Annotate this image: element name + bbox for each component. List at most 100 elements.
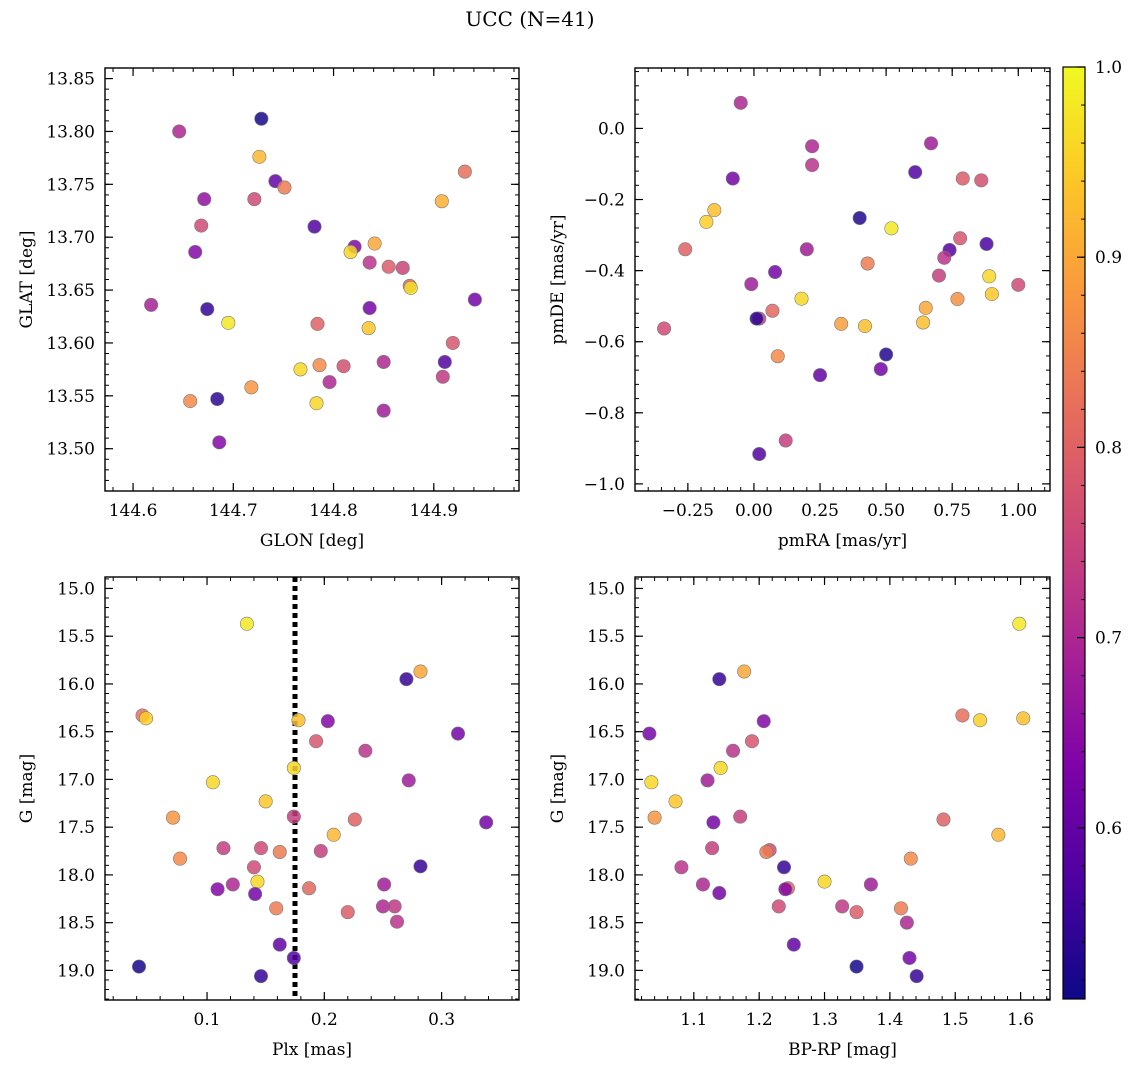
scatter-point: [269, 901, 284, 916]
scatter-point: [310, 316, 325, 331]
scatter-point: [712, 886, 727, 901]
colorbar-tick-label: 0.6: [1095, 819, 1122, 839]
scatter-point: [144, 297, 159, 312]
scatter-point: [834, 316, 849, 331]
scatter-point: [955, 171, 970, 186]
scatter-point: [955, 708, 970, 723]
scatter-point: [860, 256, 875, 271]
x-tick-label: 0.50: [867, 501, 905, 521]
scatter-point: [991, 827, 1006, 842]
scatter-point: [733, 809, 748, 824]
scatter-point: [194, 218, 209, 233]
scatter-point: [668, 794, 683, 809]
y-tick-label: 18.0: [57, 866, 95, 886]
scatter-point: [210, 391, 225, 406]
x-tick-label: 144.8: [309, 501, 358, 521]
scatter-points: [144, 111, 482, 450]
scatter-point: [309, 734, 324, 749]
scatter-point: [361, 321, 376, 336]
colorbar-tick-label: 1.0: [1095, 58, 1122, 78]
y-tick-label: 16.0: [57, 675, 95, 695]
scatter-point: [893, 901, 908, 916]
scatter-point: [221, 315, 236, 330]
y-tick-label: 13.50: [46, 440, 95, 460]
scatter-point: [139, 711, 154, 726]
scatter-point: [909, 969, 924, 984]
y-tick-label: 15.5: [587, 627, 625, 647]
scatter-point: [674, 860, 689, 875]
scatter-point: [200, 302, 215, 317]
y-tick-label: −1.0: [584, 475, 625, 495]
scatter-point: [291, 713, 306, 728]
scatter-point: [395, 260, 410, 275]
scatter-point: [908, 165, 923, 180]
scatter-point: [902, 950, 917, 965]
x-tick-label: 0.3: [428, 1010, 455, 1030]
colorbar-tick-label: 0.7: [1095, 629, 1122, 649]
scatter-point: [413, 664, 428, 679]
x-tick-label: 1.2: [746, 1010, 773, 1030]
x-tick-label: 144.9: [409, 501, 458, 521]
x-tick-label: 1.6: [1007, 1010, 1034, 1030]
x-axis-label: GLON [deg]: [260, 531, 364, 551]
y-tick-label: 13.70: [46, 228, 95, 248]
scatter-point: [313, 844, 328, 859]
scatter-point: [752, 447, 767, 462]
scatter-point: [770, 349, 785, 364]
scatter-point: [899, 915, 914, 930]
scatter-point: [272, 844, 287, 859]
scatter-point: [381, 259, 396, 274]
scatter-point: [707, 203, 722, 218]
colorbar-tick-label: 0.9: [1095, 248, 1122, 268]
panel-1: 144.6 144.7 144.8 144.9 13.50 13.55 13.60 13.65…: [17, 67, 520, 551]
scatter-point: [768, 265, 783, 280]
scatter-point: [712, 672, 727, 687]
scatter-point: [744, 277, 759, 292]
scatter-point: [733, 95, 748, 110]
scatter-point: [726, 743, 741, 758]
scatter-point: [857, 319, 872, 334]
scatter-point: [737, 664, 752, 679]
scatter-point: [835, 899, 850, 914]
y-tick-label: 13.85: [46, 70, 95, 90]
scatter-point: [367, 236, 382, 251]
x-tick-label: 0.00: [735, 501, 773, 521]
scatter-point: [644, 775, 659, 790]
y-tick-label: 16.5: [57, 723, 95, 743]
scatter-point: [950, 292, 965, 307]
scatter-point: [413, 859, 428, 874]
scatter-point: [984, 287, 999, 302]
x-tick-label: 0.2: [311, 1010, 338, 1030]
scatter-point: [953, 231, 968, 246]
scatter-point: [873, 362, 888, 377]
scatter-point: [183, 394, 198, 409]
x-tick-label: 1.3: [811, 1010, 838, 1030]
scatter-point: [239, 616, 254, 631]
y-tick-label: 13.75: [46, 175, 95, 195]
x-tick-label: 1.00: [999, 501, 1037, 521]
scatter-point: [879, 347, 894, 362]
y-tick-label: 15.0: [57, 579, 95, 599]
scatter-point: [805, 158, 820, 173]
scatter-point: [307, 219, 322, 234]
scatter-point: [172, 124, 187, 139]
scatter-point: [799, 242, 814, 257]
figure-title: UCC (N=41): [465, 7, 594, 31]
minor-ticks: [105, 67, 519, 492]
y-axis-label: pmDE [mas/yr]: [548, 214, 568, 344]
x-tick-label: −0.25: [662, 501, 714, 521]
scatter-point: [700, 773, 715, 788]
scatter-point: [254, 111, 269, 126]
y-tick-label: 19.0: [57, 961, 95, 981]
scatter-point: [437, 354, 452, 369]
scatter-point: [320, 714, 335, 729]
scatter-points: [132, 616, 494, 984]
scatter-point: [918, 300, 933, 315]
scatter-point: [216, 841, 231, 856]
scatter-point: [252, 149, 267, 164]
scatter-point: [979, 236, 994, 251]
panel-2: −0.25 0.00 0.25 0.50 0.75 1.00 −1.0 −0.8 −0.6 −0.…: [548, 67, 1051, 551]
scatter-point: [302, 881, 317, 896]
panel-3: 0.1 0.2 0.3 15.0 15.5 16.0 16.5 17.0 17.5 18.0 18.…: [17, 576, 520, 1060]
